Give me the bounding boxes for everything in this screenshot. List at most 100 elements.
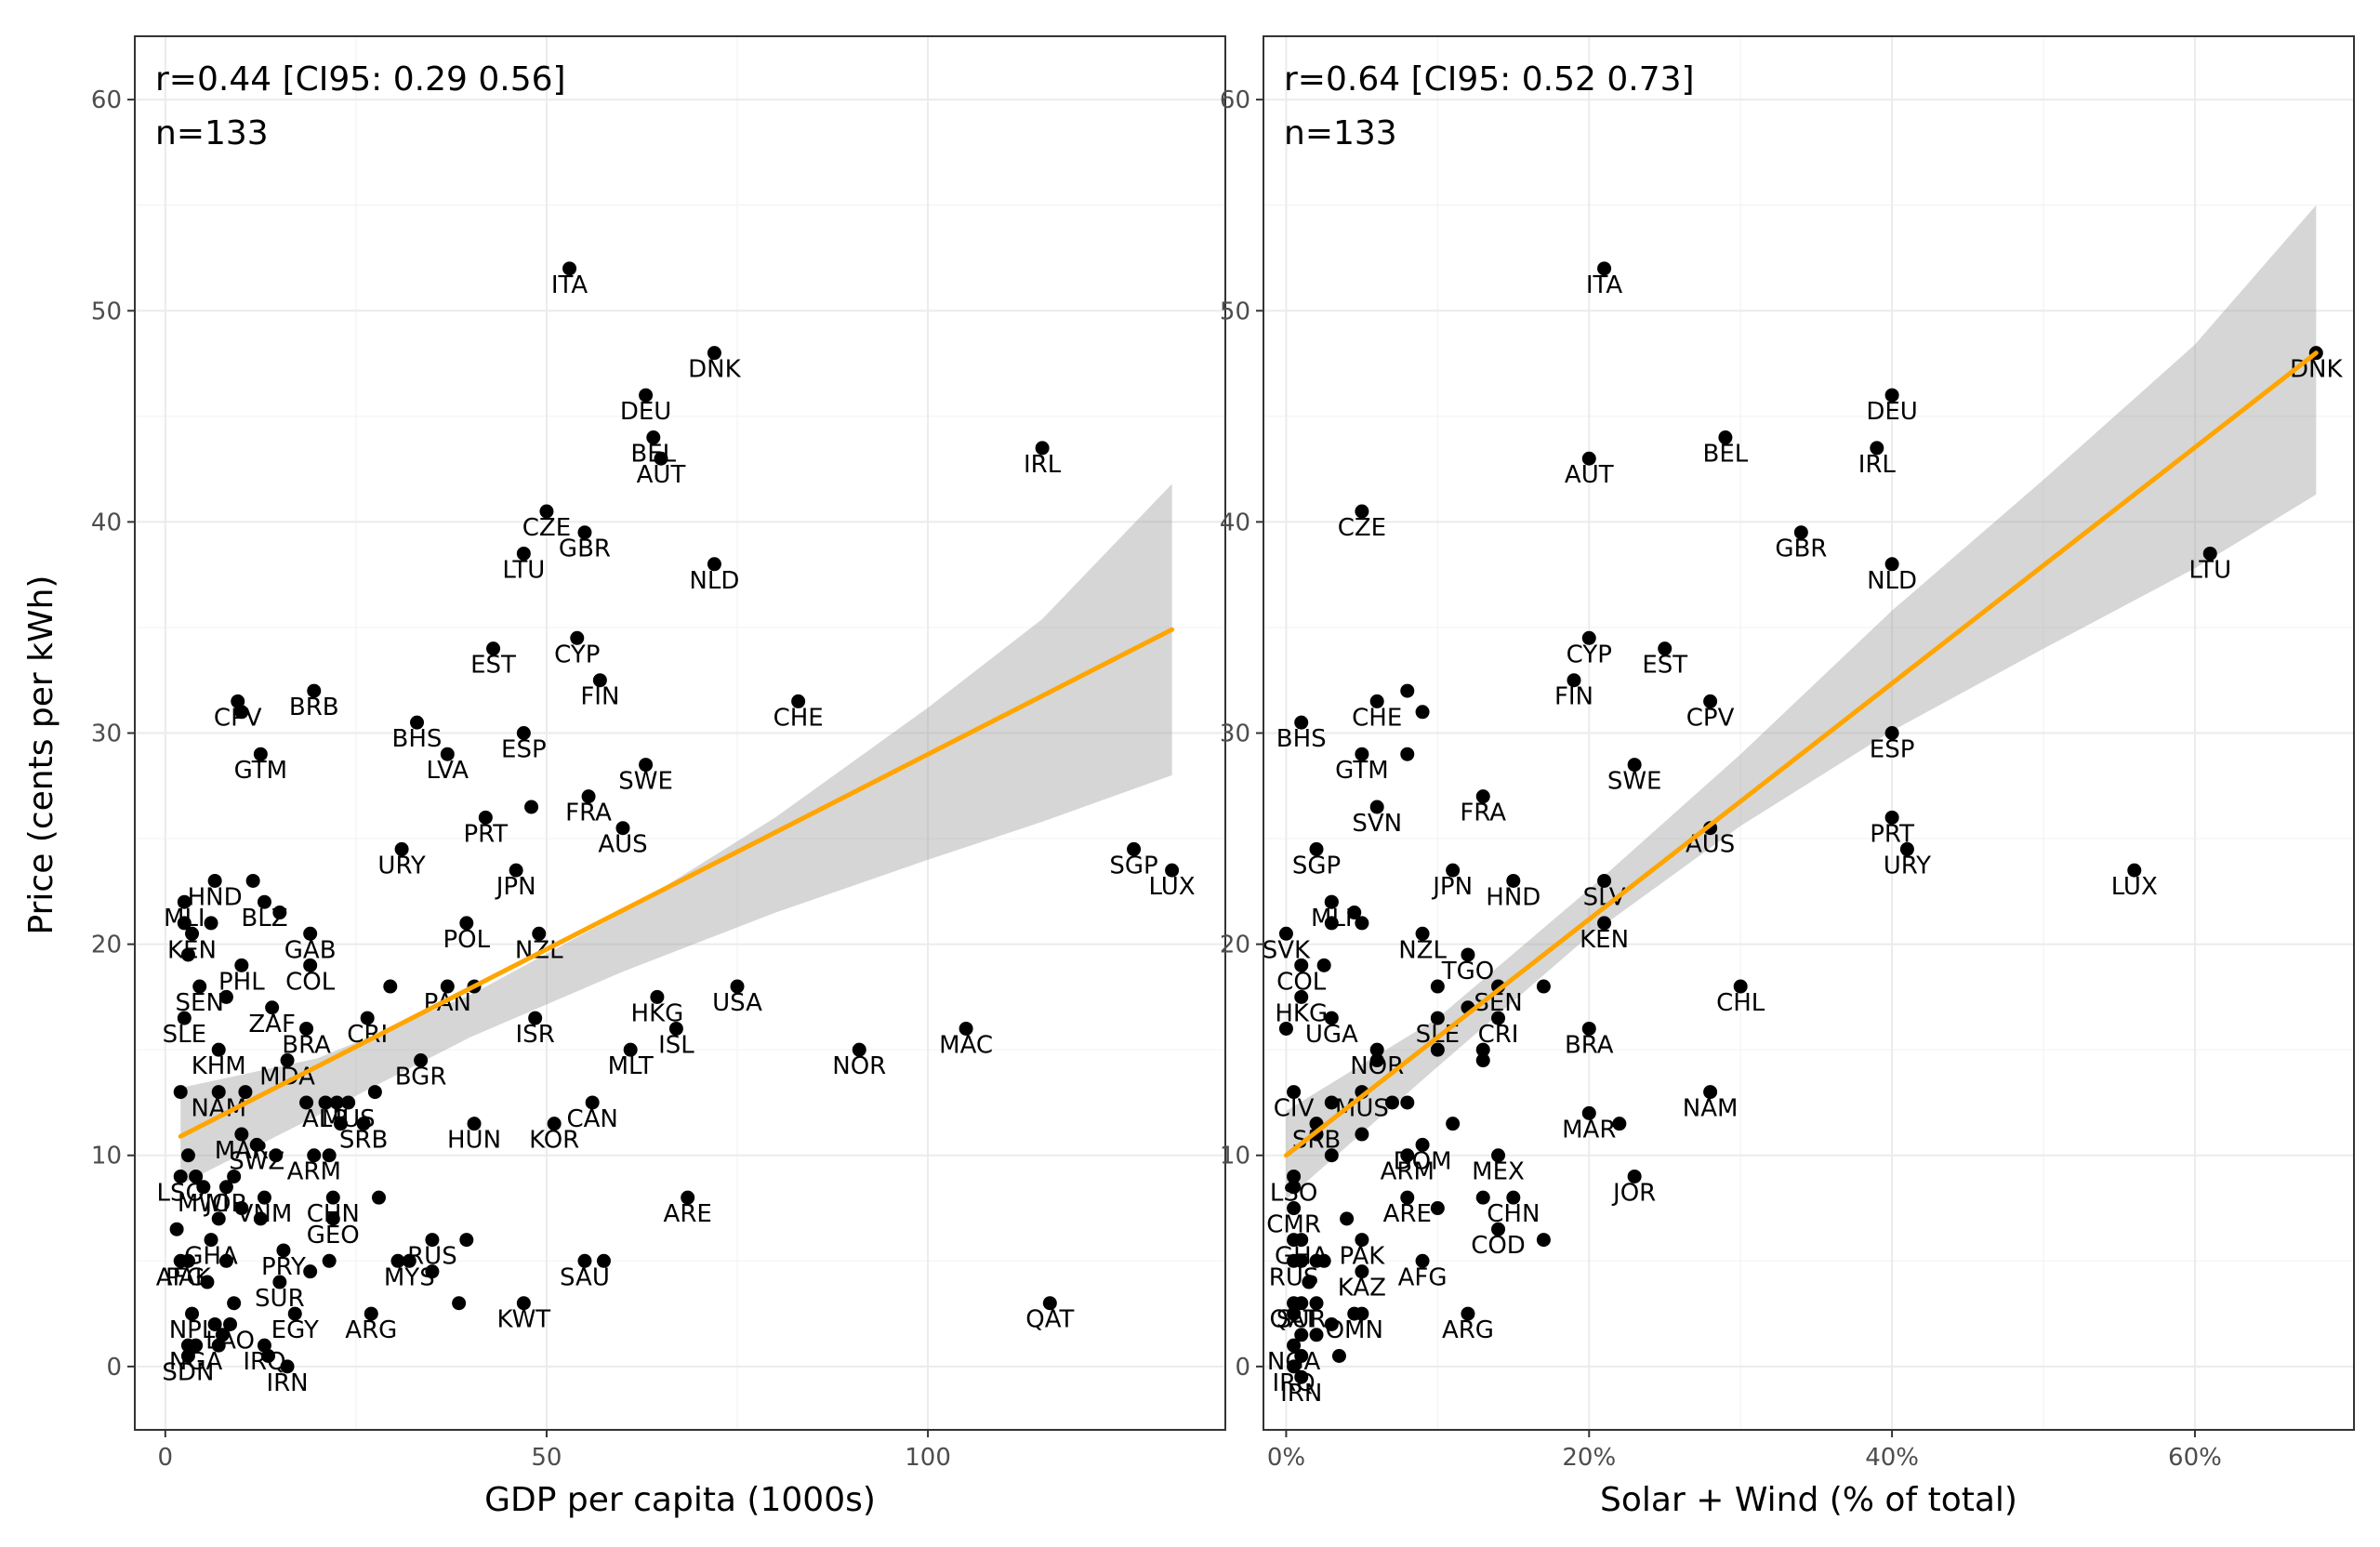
point bbox=[1316, 1253, 1331, 1268]
point-isl bbox=[668, 1021, 683, 1036]
point bbox=[227, 1169, 242, 1183]
point-gab bbox=[303, 926, 318, 941]
point bbox=[333, 1117, 348, 1131]
point bbox=[1324, 1316, 1339, 1331]
point-rus bbox=[425, 1233, 440, 1248]
point-label-sgp: SGP bbox=[1109, 852, 1157, 879]
point bbox=[227, 1296, 242, 1311]
point-lso bbox=[173, 1169, 188, 1183]
point-label-irq: IRQ bbox=[1272, 1369, 1315, 1397]
point-label-arm: ARM bbox=[1381, 1158, 1435, 1186]
point-label-svn: SVN bbox=[1352, 810, 1402, 838]
point-label-col: COL bbox=[285, 968, 336, 996]
point-label-sgp: SGP bbox=[1292, 852, 1341, 879]
point-label-qat: QAT bbox=[1025, 1306, 1074, 1334]
point-label-nld: NLD bbox=[689, 567, 739, 595]
point-srb bbox=[356, 1117, 371, 1131]
point-arm bbox=[307, 1148, 322, 1163]
point-label-egy: EGY bbox=[271, 1316, 319, 1344]
y-tick-label: 0 bbox=[1235, 1354, 1250, 1382]
point bbox=[245, 873, 260, 888]
point-pak bbox=[1355, 1233, 1369, 1248]
point-cyp bbox=[570, 630, 585, 645]
point bbox=[1340, 1211, 1355, 1226]
point-pan bbox=[440, 979, 455, 994]
point-bra bbox=[299, 1021, 314, 1036]
point bbox=[371, 1190, 386, 1205]
point-label-swe: SWE bbox=[618, 768, 673, 796]
point bbox=[452, 1296, 467, 1311]
point-che bbox=[791, 694, 806, 708]
point-hkg bbox=[1294, 989, 1309, 1004]
point-label-dnk: DNK bbox=[2290, 356, 2343, 384]
point-deu bbox=[1884, 388, 1899, 403]
point-are bbox=[681, 1190, 695, 1205]
point-geo bbox=[325, 1211, 340, 1226]
confidence-band bbox=[180, 483, 1172, 1185]
point-nga bbox=[1287, 1338, 1302, 1353]
point-lux bbox=[1165, 863, 1180, 878]
point-label-kor: KOR bbox=[529, 1127, 579, 1155]
point-bra bbox=[1581, 1021, 1596, 1036]
point-ury bbox=[1899, 841, 1914, 856]
point-label-chl: CHL bbox=[1716, 989, 1765, 1017]
sample-size-annotation: n=133 bbox=[1284, 114, 1397, 152]
point-mli bbox=[177, 894, 192, 909]
x-tick-label: 0% bbox=[1267, 1444, 1305, 1472]
point-label-bel: BEL bbox=[1703, 441, 1749, 469]
point-label-gbr: GBR bbox=[1775, 536, 1827, 563]
point-label-arg: ARG bbox=[345, 1316, 397, 1344]
point-kaz bbox=[1355, 1264, 1369, 1279]
point-hkg bbox=[650, 989, 665, 1004]
point-label-geo: GEO bbox=[307, 1222, 360, 1250]
point-cyp bbox=[1581, 630, 1596, 645]
point-label-lso: LSO bbox=[156, 1179, 204, 1207]
point bbox=[1536, 979, 1551, 994]
point bbox=[189, 1169, 204, 1183]
point-gbr bbox=[577, 525, 592, 540]
point-bel bbox=[1718, 430, 1733, 445]
point bbox=[173, 1085, 188, 1100]
point-label-hun: HUN bbox=[447, 1127, 501, 1155]
y-tick-label: 0 bbox=[106, 1354, 122, 1382]
point-nzl bbox=[532, 926, 547, 941]
point-ken bbox=[185, 926, 200, 941]
point-cri bbox=[360, 1011, 375, 1025]
point bbox=[1446, 1117, 1461, 1131]
point-label-sle: SLE bbox=[163, 1021, 206, 1049]
point bbox=[1430, 979, 1445, 994]
point-aut bbox=[654, 451, 668, 466]
point-label-cze: CZE bbox=[522, 514, 571, 542]
point-label-hnd: HND bbox=[188, 883, 243, 911]
point-label-are: ARE bbox=[664, 1200, 712, 1228]
point-tgo bbox=[1461, 947, 1475, 962]
point-che bbox=[1369, 694, 1384, 708]
point-irq bbox=[257, 1338, 271, 1353]
point-swe bbox=[639, 758, 654, 773]
point bbox=[1536, 1233, 1551, 1248]
point-lux bbox=[2127, 863, 2142, 878]
point-cri bbox=[1491, 1011, 1506, 1025]
point bbox=[1415, 705, 1430, 720]
sample-size-annotation: n=133 bbox=[155, 114, 269, 152]
point bbox=[1316, 958, 1331, 972]
point-fin bbox=[592, 673, 607, 688]
point bbox=[169, 1222, 184, 1236]
point-label-afg: AFG bbox=[156, 1263, 205, 1291]
point-sen bbox=[192, 979, 207, 994]
point-bhs bbox=[1294, 715, 1309, 730]
point-label-arg: ARG bbox=[1442, 1316, 1494, 1344]
point-label-che: CHE bbox=[1352, 704, 1402, 732]
point-label-uga: UGA bbox=[1305, 1021, 1358, 1049]
point bbox=[1324, 1095, 1339, 1110]
point-ltu bbox=[516, 546, 531, 561]
point bbox=[383, 979, 398, 994]
point-swe bbox=[1627, 758, 1642, 773]
point-label-gbr: GBR bbox=[559, 536, 611, 563]
y-tick-label: 20 bbox=[1220, 932, 1250, 959]
point-pol bbox=[459, 916, 474, 931]
point bbox=[1287, 1233, 1302, 1248]
point-vnm bbox=[257, 1190, 271, 1205]
y-axis-title: Price (cents per kWh) bbox=[22, 575, 60, 935]
point-arg bbox=[364, 1306, 378, 1321]
